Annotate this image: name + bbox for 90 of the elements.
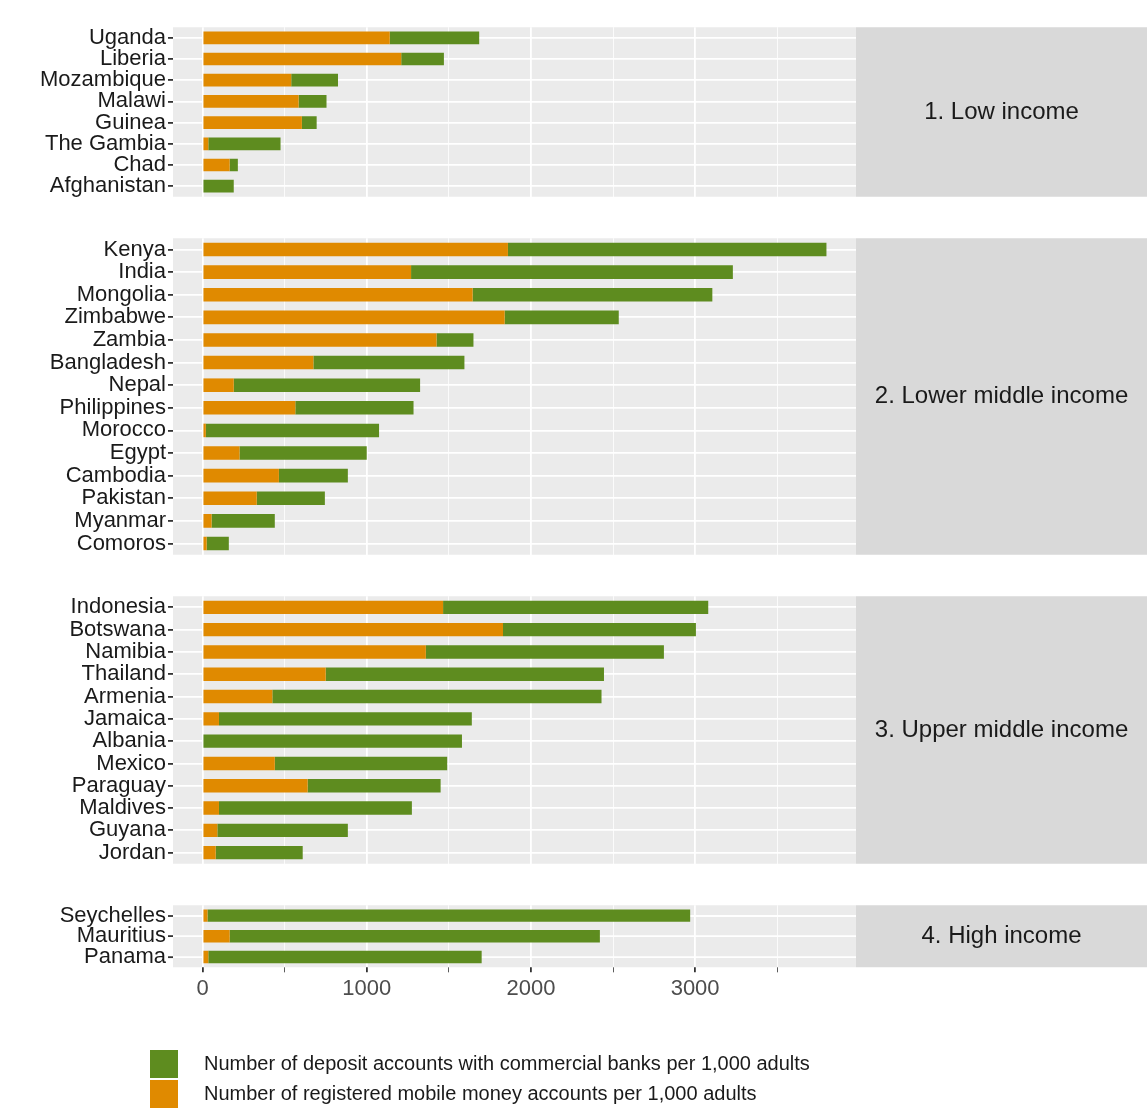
- bar: [203, 468, 279, 483]
- bar: [313, 355, 465, 370]
- bar: [401, 52, 444, 66]
- x-tick-label: 2000: [506, 974, 556, 1000]
- bar: [208, 137, 281, 151]
- bar: [229, 930, 600, 943]
- bar: [307, 779, 441, 793]
- bar: [203, 73, 292, 87]
- bar: [203, 265, 412, 279]
- bar: [203, 950, 209, 964]
- text: 3. Upper middle income: [874, 714, 1129, 742]
- y-tick-label: Nepal: [108, 371, 166, 397]
- bar: [389, 31, 480, 45]
- bar: [301, 116, 317, 129]
- y-tick-label: Uganda: [88, 23, 167, 49]
- bar: [203, 242, 508, 257]
- bar: [274, 756, 448, 771]
- bar: [203, 491, 257, 506]
- bar: [278, 468, 348, 483]
- bar: [203, 378, 234, 392]
- bar: [203, 845, 216, 860]
- bar: [203, 116, 302, 129]
- bar: [507, 242, 827, 257]
- bar: [207, 909, 691, 922]
- bar: [203, 333, 437, 347]
- bar: [291, 73, 338, 87]
- bar: [203, 287, 473, 302]
- y-tick-label: Kenya: [103, 235, 167, 261]
- text: 1. Low income: [924, 96, 1079, 124]
- bar: [504, 310, 619, 325]
- x-tick-label: 3000: [670, 974, 720, 1000]
- bar: [233, 378, 421, 392]
- bar: [203, 734, 462, 748]
- bar: [203, 310, 505, 325]
- bar: [256, 491, 325, 506]
- bar: [203, 514, 212, 528]
- bar: [272, 689, 602, 704]
- bar: [203, 689, 273, 704]
- bar: [503, 622, 696, 637]
- bar: [203, 31, 390, 45]
- bar: [203, 52, 402, 66]
- bar: [218, 712, 472, 726]
- bar: [211, 514, 275, 528]
- bar: [203, 779, 308, 793]
- y-tick-label: Mozambique: [40, 66, 166, 92]
- bar: [203, 645, 426, 659]
- legend-label: Number of deposit accounts with commercial banks per 1,000 adults: [204, 1052, 810, 1075]
- bar: [203, 401, 296, 415]
- bar: [203, 95, 299, 108]
- text: 4. High income: [921, 920, 1082, 948]
- y-tick-label: Mongolia: [76, 280, 167, 306]
- bar: [239, 446, 367, 460]
- bar: [203, 909, 208, 922]
- bar: [217, 823, 348, 838]
- y-tick-label: Panama: [84, 943, 167, 969]
- bar: [411, 265, 733, 279]
- bar: [203, 137, 209, 151]
- bar: [208, 950, 482, 964]
- bar: [203, 801, 219, 815]
- bar: [472, 287, 713, 302]
- bar: [295, 401, 414, 415]
- bar: [203, 622, 504, 637]
- bar: [203, 756, 275, 771]
- x-tick-label: 1000: [342, 974, 392, 1000]
- bar: [229, 158, 238, 172]
- bar: [218, 801, 412, 815]
- y-tick-label: Guyana: [88, 816, 167, 842]
- bar: [325, 667, 604, 681]
- text: 2. Lower middle income: [874, 381, 1129, 409]
- bar: [203, 600, 444, 615]
- bar: [298, 95, 327, 108]
- bar: [425, 645, 664, 659]
- bar: [203, 536, 207, 551]
- bar: [205, 423, 380, 438]
- bar: [443, 600, 709, 615]
- bar: [203, 179, 234, 193]
- bar: [203, 823, 218, 838]
- bar: [206, 536, 229, 551]
- bar: [203, 423, 206, 438]
- bar: [203, 355, 314, 370]
- bar: [436, 333, 474, 347]
- x-tick-label: 0: [196, 974, 209, 1000]
- bar: [203, 930, 230, 943]
- bar: [215, 845, 303, 860]
- legend-label: Number of registered mobile money accounts per 1,000 adults: [204, 1082, 757, 1105]
- bar: [203, 446, 240, 460]
- y-tick-label: Seychelles: [59, 901, 166, 927]
- bar: [203, 158, 230, 172]
- bar: [203, 667, 326, 681]
- bar: [203, 712, 219, 726]
